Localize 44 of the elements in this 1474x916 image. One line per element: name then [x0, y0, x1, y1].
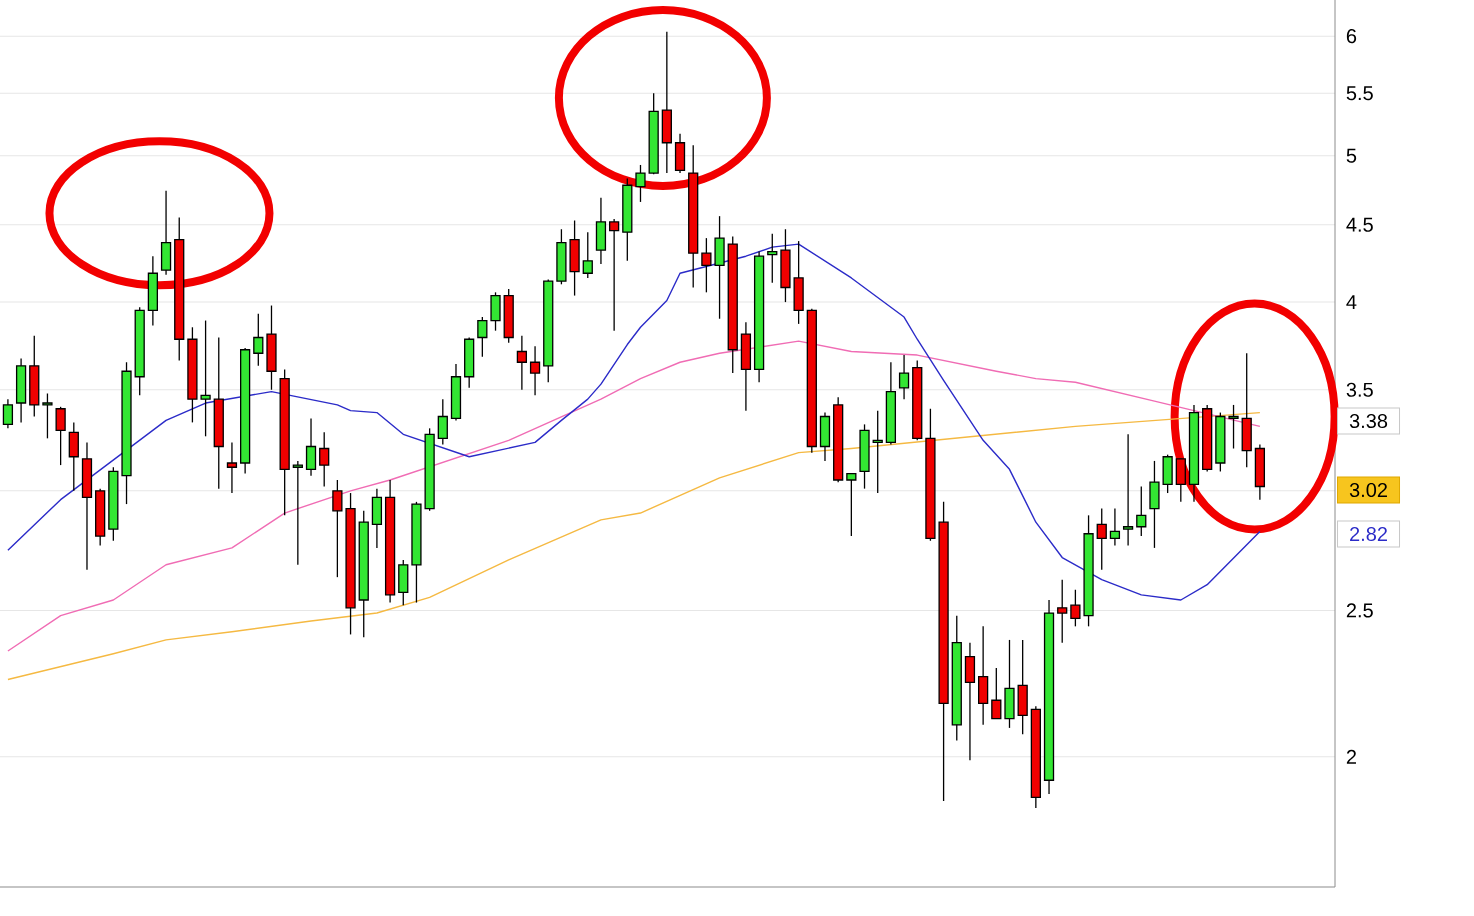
- candlestick: [1096, 507, 1107, 571]
- candlestick: [767, 233, 778, 284]
- candlestick: [1122, 433, 1134, 547]
- text: 2.82: [1350, 526, 1387, 542]
- candlestick: [55, 406, 66, 466]
- y-tick-label: 5.5: [1346, 86, 1373, 101]
- y-tick-label: 2.5: [1346, 603, 1373, 618]
- candlestick: [1109, 507, 1121, 547]
- candlestick: [437, 398, 448, 446]
- y-tick-label: 4.5: [1346, 217, 1373, 232]
- candlestick: [319, 431, 330, 488]
- candlestick: [1057, 579, 1068, 644]
- candlestick: [305, 417, 317, 477]
- candlestick: [991, 667, 1002, 720]
- candlestick: [200, 319, 211, 437]
- text: 3.02: [1349, 482, 1387, 498]
- candlestick: [1228, 404, 1239, 450]
- candlestick: [529, 345, 541, 397]
- candlestick: [582, 231, 593, 279]
- candlestick: [253, 313, 264, 367]
- y-tick-label: 6: [1346, 29, 1357, 44]
- candlestick: [1070, 589, 1081, 627]
- candlestick: [2, 398, 14, 429]
- candlestick: [872, 410, 883, 494]
- candlestick: [292, 460, 303, 566]
- candlestick: [609, 218, 620, 332]
- candlestick: [701, 237, 712, 293]
- candlestick: [42, 392, 53, 439]
- candlestick: [226, 441, 238, 494]
- candlestick: [635, 164, 646, 203]
- line-series: [7, 243, 1261, 601]
- line-series: [7, 340, 1261, 652]
- candlestick: [516, 335, 528, 391]
- candlestick: [898, 354, 910, 400]
- candlestick: [1136, 485, 1147, 537]
- text: 3.38: [1349, 413, 1388, 429]
- candlestick: [846, 472, 857, 537]
- line-series: [7, 411, 1261, 681]
- y-tick-label: 4: [1346, 295, 1357, 309]
- y-tick-label: 3.5: [1346, 382, 1373, 397]
- y-tick-label: 5: [1346, 148, 1357, 163]
- candlestick: [332, 479, 343, 578]
- y-tick-label: 2: [1346, 749, 1356, 764]
- candlestick: [477, 316, 488, 358]
